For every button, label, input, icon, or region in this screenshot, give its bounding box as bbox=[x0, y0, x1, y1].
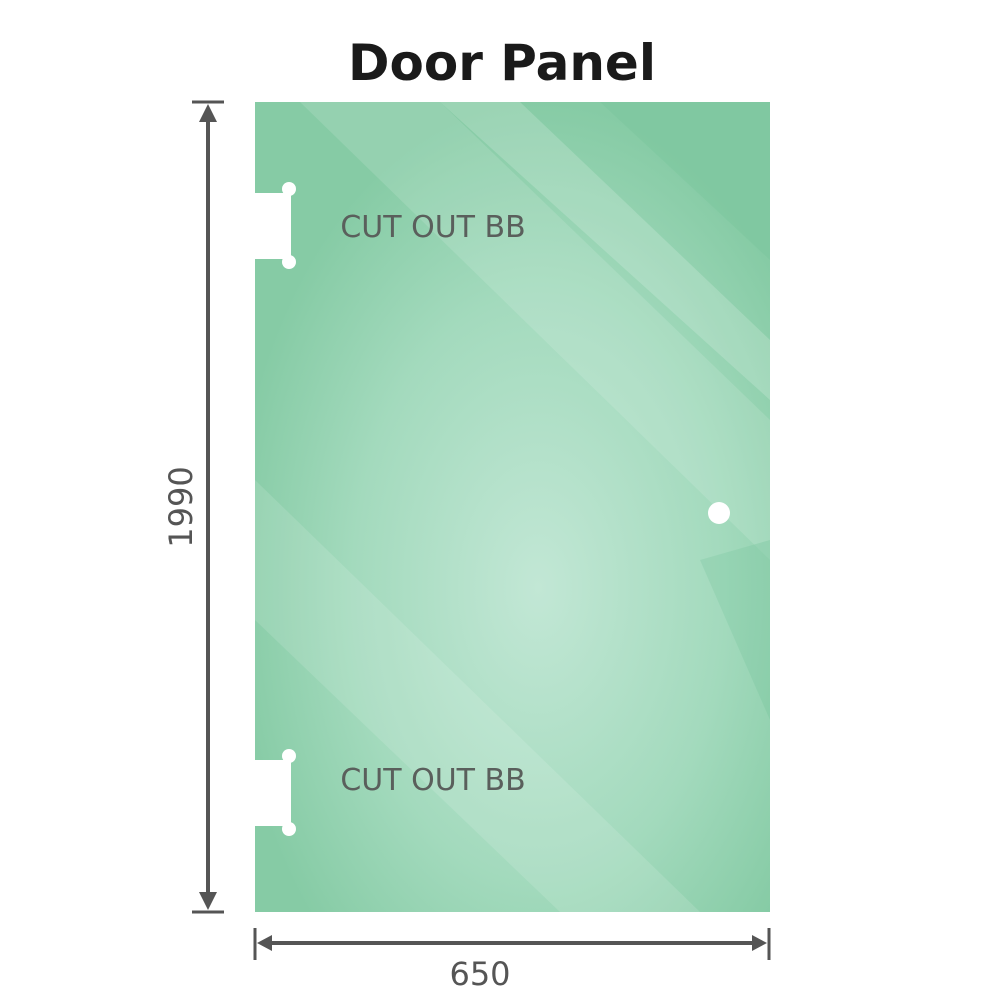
height-dimension-line bbox=[192, 100, 224, 914]
cutout-label-bottom: CUT OUT BB bbox=[340, 763, 525, 798]
cutout-notch-bottom bbox=[253, 749, 296, 836]
handle-hole bbox=[708, 502, 730, 524]
width-dimension-label: 650 bbox=[449, 955, 510, 993]
width-dimension-line bbox=[253, 928, 771, 960]
diagram-title: Door Panel bbox=[348, 34, 656, 92]
cutout-notch-top bbox=[253, 182, 296, 269]
height-dimension-label: 1990 bbox=[162, 466, 200, 547]
glass-reflections bbox=[255, 102, 770, 912]
cutout-label-top: CUT OUT BB bbox=[340, 210, 525, 245]
glass-panel bbox=[253, 102, 770, 912]
